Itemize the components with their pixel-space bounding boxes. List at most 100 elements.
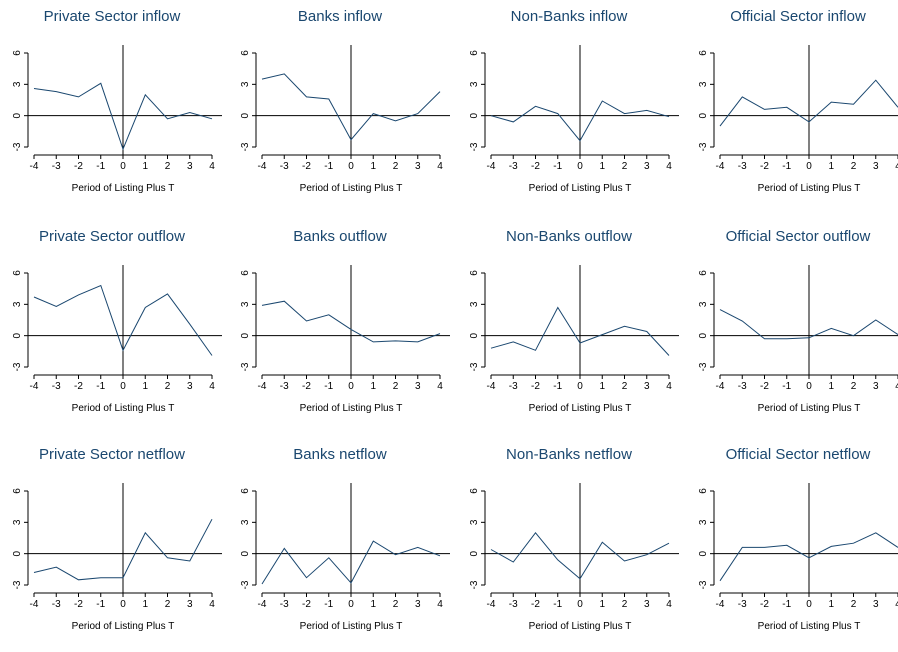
x-tick-label: 2 <box>393 599 399 610</box>
y-tick-label: 6 <box>469 270 480 276</box>
x-tick-label: 4 <box>209 599 215 610</box>
chart-plot: -3 0 3 6 -4 -3 -2 -1 0 1 2 3 4 Period of Listing Plus… <box>240 265 450 414</box>
y-tick-label: 6 <box>12 50 23 56</box>
y-tick-label: 6 <box>12 270 23 276</box>
x-tick-label: 0 <box>348 381 354 392</box>
x-tick-label: -4 <box>258 599 267 610</box>
x-tick-label: 0 <box>348 599 354 610</box>
x-tick-label: 2 <box>622 381 628 392</box>
x-tick-label: 1 <box>370 599 376 610</box>
x-tick-label: -3 <box>509 161 518 172</box>
x-tick-label: 4 <box>895 599 898 610</box>
chart-plot: -3 0 3 6 -4 -3 -2 -1 0 1 2 3 4 Period of Listing Plus… <box>698 483 898 632</box>
y-tick-label: 3 <box>12 301 23 307</box>
x-axis-title: Period of Listing Plus T <box>758 183 861 194</box>
x-tick-label: 3 <box>873 161 879 172</box>
y-tick-label: 3 <box>698 81 709 87</box>
x-tick-label: -4 <box>716 381 725 392</box>
chart-plot: -3 0 3 6 -4 -3 -2 -1 0 1 2 3 4 Period of Listing Plus… <box>12 265 222 414</box>
x-tick-label: 3 <box>187 161 193 172</box>
x-tick-label: 4 <box>895 161 898 172</box>
x-tick-label: -2 <box>531 161 540 172</box>
y-tick-label: 0 <box>469 112 480 118</box>
x-axis-title: Period of Listing Plus T <box>529 183 632 194</box>
chart-title: Banks outflow <box>293 228 387 245</box>
x-tick-label: -3 <box>280 599 289 610</box>
x-tick-label: 1 <box>142 599 148 610</box>
x-tick-label: -4 <box>30 599 39 610</box>
x-tick-label: 3 <box>415 599 421 610</box>
x-tick-label: -2 <box>302 381 311 392</box>
x-tick-label: -4 <box>30 381 39 392</box>
x-tick-label: 0 <box>806 161 812 172</box>
x-tick-label: -1 <box>782 381 791 392</box>
x-tick-label: 4 <box>666 161 672 172</box>
x-tick-label: 3 <box>187 381 193 392</box>
x-tick-label: -3 <box>738 381 747 392</box>
chart-title: Banks netflow <box>293 446 387 463</box>
y-tick-label: 3 <box>469 519 480 525</box>
y-tick-label: 0 <box>698 332 709 338</box>
x-axis-title: Period of Listing Plus T <box>300 403 403 414</box>
x-tick-label: 1 <box>599 381 605 392</box>
y-tick-label: 6 <box>698 50 709 56</box>
y-tick-label: 0 <box>698 550 709 556</box>
x-axis-title: Period of Listing Plus T <box>72 183 175 194</box>
x-tick-label: -1 <box>553 161 562 172</box>
chart-title: Private Sector outflow <box>39 228 185 245</box>
y-tick-label: 6 <box>469 50 480 56</box>
x-tick-label: -1 <box>782 599 791 610</box>
x-tick-label: 4 <box>666 599 672 610</box>
series-line <box>261 300 441 343</box>
series-line <box>261 540 441 585</box>
chart-plot: -3 0 3 6 -4 -3 -2 -1 0 1 2 3 4 Period of Listing Plus… <box>240 45 450 194</box>
x-tick-label: -4 <box>30 161 39 172</box>
x-tick-label: -2 <box>531 381 540 392</box>
x-tick-label: -3 <box>738 599 747 610</box>
chart-title: Non-Banks inflow <box>510 8 628 25</box>
y-tick-label: -3 <box>469 142 480 151</box>
series-line <box>490 100 670 142</box>
x-tick-label: -1 <box>96 381 105 392</box>
y-tick-label: 0 <box>240 550 251 556</box>
chart-title: Non-Banks outflow <box>506 228 632 245</box>
chart-title: Official Sector inflow <box>730 8 866 25</box>
x-tick-label: -2 <box>302 599 311 610</box>
x-tick-label: -1 <box>324 599 333 610</box>
x-tick-label: -4 <box>716 599 725 610</box>
x-tick-label: -2 <box>760 161 769 172</box>
chart-title: Private Sector netflow <box>39 446 185 463</box>
series-line <box>490 531 670 580</box>
x-axis-title: Period of Listing Plus T <box>529 621 632 632</box>
x-tick-label: 0 <box>348 161 354 172</box>
x-tick-label: 4 <box>209 161 215 172</box>
x-tick-label: -1 <box>553 381 562 392</box>
chart-title: Private Sector inflow <box>43 8 181 25</box>
x-tick-label: -4 <box>716 161 725 172</box>
y-tick-label: 6 <box>240 50 251 56</box>
y-tick-label: -3 <box>240 362 251 371</box>
chart-plot: -3 0 3 6 -4 -3 -2 -1 0 1 2 3 4 Period of Listing Plus… <box>12 483 222 632</box>
y-tick-label: 0 <box>698 112 709 118</box>
x-tick-label: 2 <box>851 161 857 172</box>
x-tick-label: 0 <box>806 381 812 392</box>
x-tick-label: -4 <box>258 161 267 172</box>
chart-plot: -3 0 3 6 -4 -3 -2 -1 0 1 2 3 4 Period of Listing Plus… <box>469 483 679 632</box>
y-tick-label: 3 <box>469 301 480 307</box>
chart-panel: Banks outflow -3 0 3 6 -4 -3 -2 -1 0 1 2 3 4 Period of… <box>228 220 452 434</box>
x-tick-label: -4 <box>487 161 496 172</box>
y-tick-label: -3 <box>698 142 709 151</box>
y-tick-label: 3 <box>240 301 251 307</box>
y-tick-label: 3 <box>12 519 23 525</box>
y-tick-label: 3 <box>12 81 23 87</box>
chart-panel: Official Sector netflow -3 0 3 6 -4 -3 -2 -1 0 1 2 3… <box>686 438 898 652</box>
x-tick-label: 4 <box>437 599 443 610</box>
chart-plot: -3 0 3 6 -4 -3 -2 -1 0 1 2 3 4 Period of Listing Plus… <box>469 265 679 414</box>
x-tick-label: -2 <box>74 599 83 610</box>
x-tick-label: 2 <box>851 599 857 610</box>
y-tick-label: -3 <box>469 362 480 371</box>
x-tick-label: 0 <box>120 161 126 172</box>
y-tick-label: 3 <box>698 519 709 525</box>
x-tick-label: -3 <box>509 381 518 392</box>
